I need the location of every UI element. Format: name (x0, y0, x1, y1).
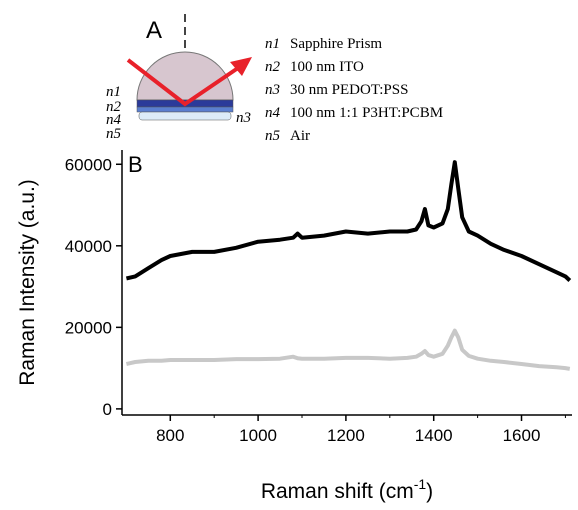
layer-label: n1 (106, 84, 121, 100)
y-tick-label: 60000 (65, 155, 112, 174)
x-tick-label: 800 (156, 426, 184, 445)
legend-symbol: n3 (265, 82, 280, 98)
x-tick-label: 1200 (327, 426, 365, 445)
layer-active (138, 111, 232, 121)
layer-label: n5 (106, 126, 122, 142)
x-axis-label-part: Raman shift (cm (261, 480, 414, 503)
legend-text: 100 nm 1:1 P3HT:PCBM (290, 105, 443, 121)
legend-symbol: n2 (265, 59, 281, 75)
y-tick-label: 20000 (65, 318, 112, 337)
light-path (126, 58, 240, 107)
legend-symbol: n4 (265, 105, 281, 121)
layer-label: n4 (106, 112, 122, 128)
layer-pedot (136, 106, 234, 113)
x-axis-label-part: ) (426, 480, 433, 503)
arrow-head (230, 57, 252, 76)
data-line (125, 328, 571, 371)
panel-label: A (146, 17, 162, 44)
layer-label: n2 (106, 99, 122, 115)
legend-symbol: n5 (265, 128, 281, 144)
y-tick-label: 0 (103, 400, 112, 419)
legend-text: 30 nm PEDOT:PSS (290, 82, 408, 98)
data-line (125, 160, 572, 282)
layer-label: n3 (236, 110, 251, 126)
legend-symbol: n1 (265, 36, 280, 52)
y-tick-label: 40000 (65, 237, 112, 256)
x-axis-label-part: -1 (414, 476, 427, 492)
x-tick-label: 1400 (415, 426, 453, 445)
x-tick-label: 1600 (503, 426, 541, 445)
legend-text: 100 nm ITO (290, 59, 364, 75)
x-tick-label: 1000 (239, 426, 277, 445)
legend-text: Air (290, 128, 310, 144)
y-axis-label: Raman Intensity (a.u.) (16, 179, 39, 386)
x-axis-label: Raman shift (cm-1) (261, 476, 433, 503)
legend-text: Sapphire Prism (290, 36, 382, 52)
panel-label: B (128, 152, 143, 177)
